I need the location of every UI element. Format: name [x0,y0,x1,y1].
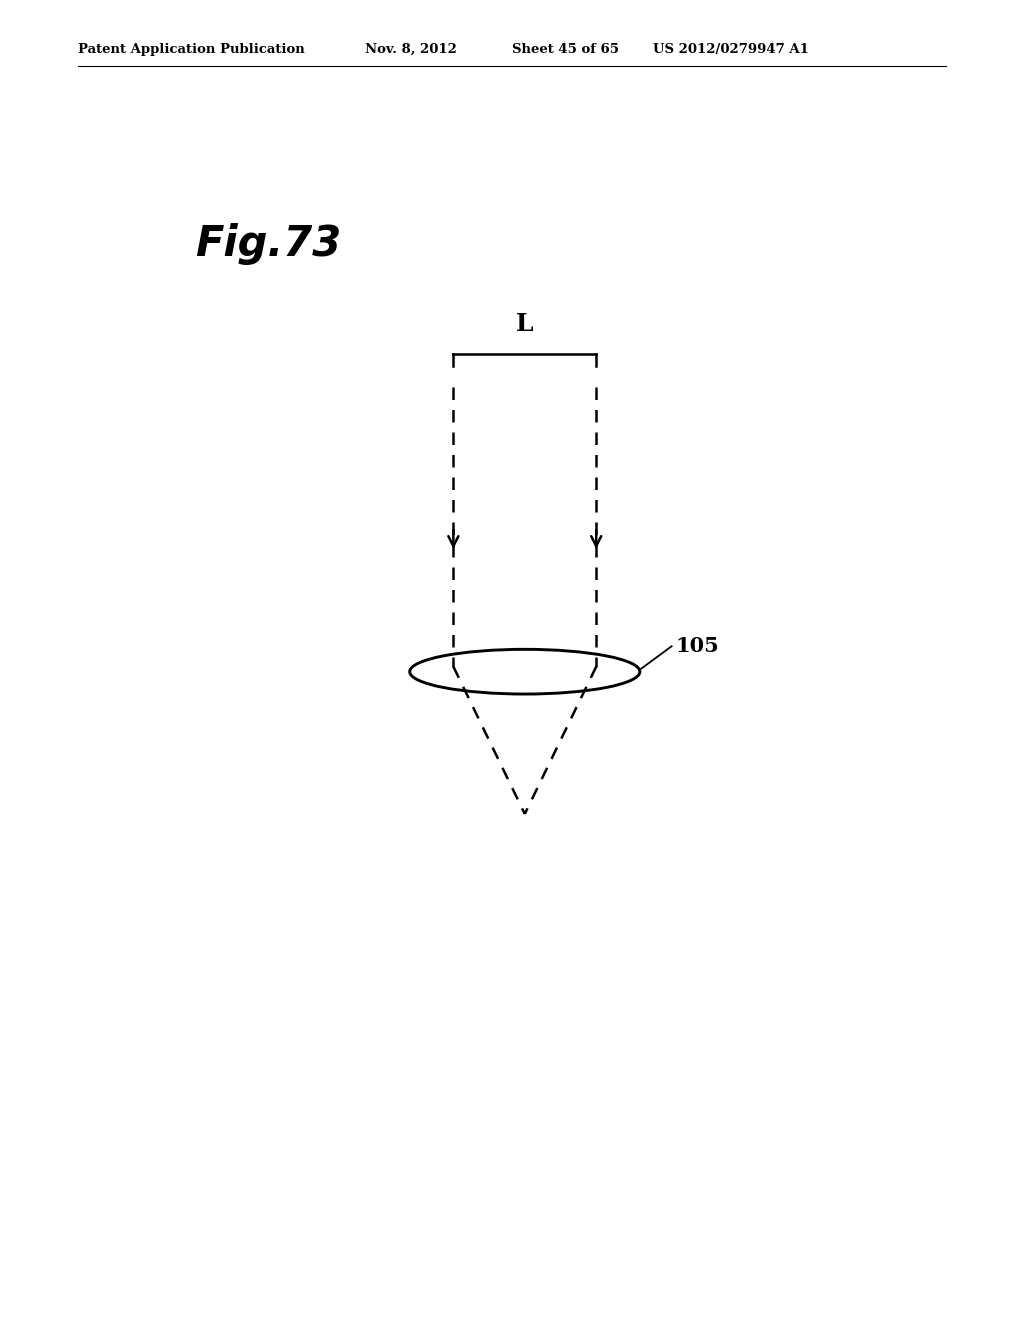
Text: Fig.73: Fig.73 [196,223,342,265]
Text: 105: 105 [676,636,719,656]
Text: Sheet 45 of 65: Sheet 45 of 65 [512,42,618,55]
Text: US 2012/0279947 A1: US 2012/0279947 A1 [653,42,809,55]
Text: L: L [516,313,534,337]
Text: Nov. 8, 2012: Nov. 8, 2012 [365,42,457,55]
Text: Patent Application Publication: Patent Application Publication [78,42,304,55]
